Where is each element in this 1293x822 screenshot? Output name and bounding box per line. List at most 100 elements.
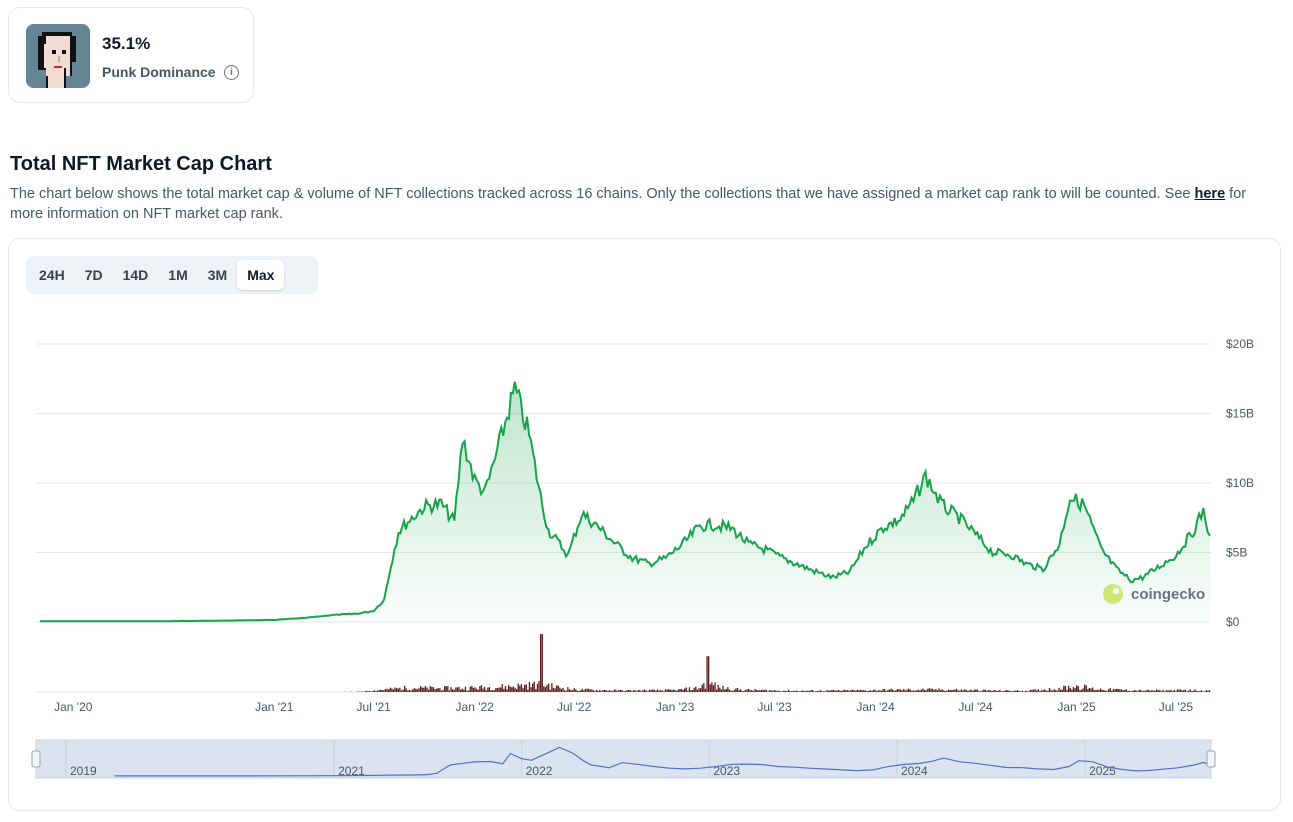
volume-bar xyxy=(431,687,433,692)
volume-bar xyxy=(424,686,427,692)
volume-bar xyxy=(740,689,742,692)
volume-bar xyxy=(1162,689,1164,692)
volume-bar xyxy=(408,690,411,692)
y-tick-label: $5B xyxy=(1226,546,1247,560)
volume-bar xyxy=(989,690,991,692)
range-14d-button[interactable]: 14D xyxy=(122,267,149,283)
volume-bar xyxy=(728,689,731,692)
volume-bar xyxy=(839,690,841,692)
volume-bar xyxy=(440,690,443,692)
volume-bar xyxy=(679,689,681,692)
volume-bar xyxy=(466,690,468,692)
volume-bar xyxy=(386,688,388,692)
cryptopunk-avatar-icon xyxy=(26,24,90,88)
volume-bar xyxy=(884,689,886,692)
volume-bar xyxy=(954,689,956,692)
volume-bar xyxy=(1048,688,1051,692)
range-3m-button[interactable]: 3M xyxy=(207,267,228,283)
volume-bar xyxy=(789,691,791,692)
volume-bar xyxy=(1020,691,1022,692)
volume-bar xyxy=(992,690,995,692)
volume-bar xyxy=(1092,687,1094,692)
volume-bar xyxy=(520,684,523,692)
range-1m-button[interactable]: 1M xyxy=(168,267,188,283)
volume-bar xyxy=(716,689,718,692)
volume-bar xyxy=(1172,691,1174,692)
volume-bar xyxy=(648,689,651,692)
volume-bar xyxy=(754,689,756,692)
volume-bar xyxy=(362,691,364,692)
volume-bar xyxy=(461,688,463,692)
volume-bar xyxy=(898,689,900,692)
volume-bar xyxy=(584,688,587,692)
volume-bar xyxy=(708,656,710,692)
volume-bar xyxy=(405,688,407,692)
volume-bar xyxy=(797,691,799,692)
volume-bar xyxy=(794,690,796,692)
volume-bar xyxy=(644,689,646,692)
volume-bar xyxy=(1200,690,1203,692)
navigator-right-handle[interactable] xyxy=(1206,750,1216,768)
volume-bar xyxy=(1100,688,1102,692)
volume-bar xyxy=(453,689,455,692)
volume-bar xyxy=(1144,690,1147,692)
volume-bar xyxy=(471,686,473,692)
volume-bar xyxy=(853,690,855,692)
volume-bar xyxy=(869,690,871,692)
navigator-year-label: 2025 xyxy=(1089,764,1116,778)
volume-bar xyxy=(1116,688,1118,692)
volume-bar xyxy=(856,689,859,692)
range-7d-button[interactable]: 7D xyxy=(84,267,103,283)
volume-bar xyxy=(944,691,947,692)
volume-bar xyxy=(594,691,596,692)
volume-bar xyxy=(850,689,852,692)
volume-bar xyxy=(917,689,919,692)
volume-bar xyxy=(831,690,833,692)
volume-bar xyxy=(1077,686,1079,692)
volume-bar xyxy=(551,683,553,692)
volume-bar xyxy=(725,688,727,692)
volume-bar xyxy=(538,681,540,692)
volume-bar xyxy=(695,686,697,692)
volume-bar xyxy=(1109,688,1111,692)
volume-bar xyxy=(868,690,870,692)
volume-bar xyxy=(903,688,905,692)
volume-bar xyxy=(773,690,775,692)
navigator-left-handle[interactable] xyxy=(31,750,41,768)
navigator-year-label: 2021 xyxy=(338,764,365,778)
volume-bar xyxy=(578,690,580,692)
volume-bar xyxy=(738,690,740,692)
volume-bar xyxy=(512,686,515,692)
volume-bar xyxy=(472,687,475,692)
info-icon[interactable]: i xyxy=(224,65,239,80)
volume-bar xyxy=(1056,690,1059,692)
volume-bar xyxy=(804,691,806,692)
volume-bar xyxy=(1071,689,1073,692)
volume-bar xyxy=(701,684,703,692)
volume-bar xyxy=(384,689,387,692)
volume-bar xyxy=(968,690,971,692)
volume-bar xyxy=(434,689,436,692)
volume-bar xyxy=(828,690,830,692)
volume-bar xyxy=(1040,690,1043,692)
volume-bar xyxy=(1197,691,1199,692)
y-tick-label: $20B xyxy=(1226,337,1254,351)
volume-bar xyxy=(1205,690,1207,692)
range-24h-button[interactable]: 24H xyxy=(39,267,65,283)
volume-bar xyxy=(536,683,539,692)
volume-bar xyxy=(908,688,910,692)
volume-bar xyxy=(788,690,790,692)
volume-bar xyxy=(1055,690,1057,692)
volume-bar xyxy=(916,690,918,692)
range-max-button[interactable]: Max xyxy=(237,260,285,290)
volume-bar xyxy=(919,690,921,692)
rank-info-link[interactable]: here xyxy=(1194,186,1226,202)
volume-bar xyxy=(511,687,513,692)
volume-bar xyxy=(612,691,614,692)
volume-bar xyxy=(463,689,465,692)
volume-bar xyxy=(1124,690,1126,692)
coingecko-watermark: coingecko xyxy=(1103,584,1205,604)
volume-bar xyxy=(572,690,574,692)
volume-bar xyxy=(940,690,942,692)
